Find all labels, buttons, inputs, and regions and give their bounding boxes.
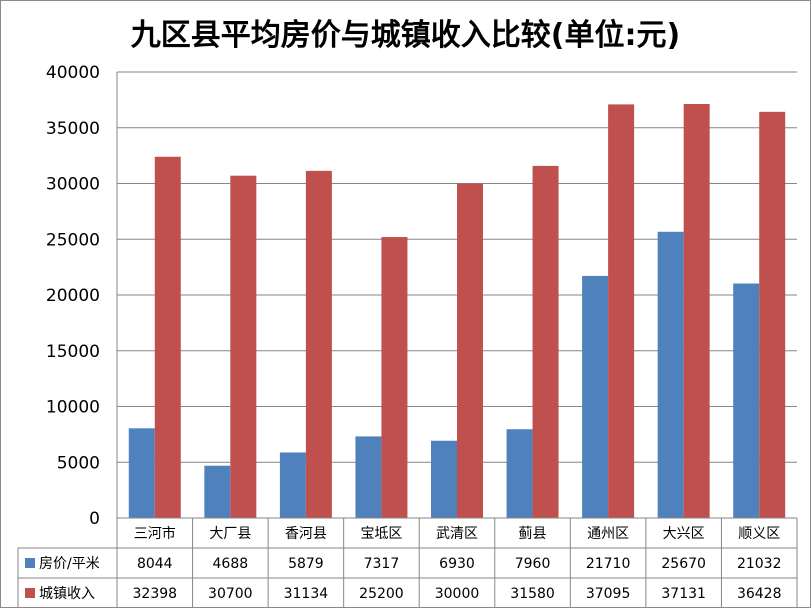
legend-key bbox=[25, 588, 35, 598]
data-value: 25200 bbox=[359, 586, 404, 602]
data-value: 31134 bbox=[284, 586, 329, 602]
data-value: 25670 bbox=[661, 556, 706, 572]
data-value: 30700 bbox=[208, 586, 253, 602]
bar-income bbox=[381, 237, 408, 518]
category-label: 蓟县 bbox=[519, 526, 547, 542]
data-value: 21032 bbox=[737, 556, 782, 572]
category-label: 三河市 bbox=[134, 525, 176, 542]
bar-price bbox=[733, 283, 760, 518]
y-tick-label: 15000 bbox=[46, 342, 100, 362]
bar-price bbox=[128, 428, 155, 518]
data-value: 32398 bbox=[133, 586, 178, 602]
category-label: 通州区 bbox=[587, 526, 629, 542]
bar-income bbox=[457, 183, 483, 518]
category-label: 顺义区 bbox=[738, 526, 780, 542]
data-value: 7960 bbox=[515, 556, 551, 572]
y-tick-label: 10000 bbox=[46, 398, 100, 418]
y-tick-label: 25000 bbox=[46, 230, 100, 250]
bar-income bbox=[683, 103, 710, 518]
data-value: 5879 bbox=[288, 556, 324, 572]
bar-income bbox=[154, 156, 181, 518]
data-value: 36428 bbox=[737, 586, 782, 602]
y-tick-label: 5000 bbox=[57, 453, 100, 473]
bar-price bbox=[431, 440, 457, 518]
data-value: 21710 bbox=[586, 556, 631, 572]
bar-price bbox=[506, 429, 533, 518]
chart-title: 九区县平均房价与城镇收入比较(单位:元) bbox=[130, 18, 681, 53]
bar-price bbox=[279, 452, 306, 518]
y-tick-label: 35000 bbox=[46, 119, 100, 139]
bar-income bbox=[759, 111, 786, 519]
y-tick-label: 0 bbox=[89, 509, 100, 529]
data-value: 37095 bbox=[586, 586, 631, 602]
category-label: 大兴区 bbox=[663, 526, 705, 542]
category-label: 香河县 bbox=[285, 526, 327, 542]
series-name: 房价/平米 bbox=[39, 556, 100, 572]
category-label: 大厂县 bbox=[209, 526, 251, 542]
data-value: 7317 bbox=[364, 556, 400, 572]
category-label: 宝坻区 bbox=[360, 526, 402, 542]
y-tick-label: 30000 bbox=[46, 175, 100, 195]
category-label: 武清区 bbox=[436, 526, 478, 542]
y-tick-label: 20000 bbox=[46, 286, 100, 306]
data-value: 31580 bbox=[510, 586, 555, 602]
bar-income bbox=[230, 175, 257, 518]
bar-income bbox=[305, 170, 332, 518]
data-value: 6930 bbox=[439, 556, 475, 572]
bar-price bbox=[657, 231, 684, 519]
data-value: 37131 bbox=[661, 586, 706, 602]
bar-price bbox=[355, 436, 382, 518]
data-value: 8044 bbox=[137, 556, 173, 572]
series-name: 城镇收入 bbox=[39, 586, 95, 602]
bar-price bbox=[582, 275, 609, 518]
bar-income bbox=[532, 165, 559, 518]
data-value: 30000 bbox=[435, 586, 480, 602]
y-tick-label: 40000 bbox=[46, 63, 100, 83]
legend-key bbox=[25, 558, 35, 568]
bar-price bbox=[204, 465, 231, 518]
bar-income bbox=[608, 104, 635, 518]
data-value: 4688 bbox=[213, 556, 249, 572]
